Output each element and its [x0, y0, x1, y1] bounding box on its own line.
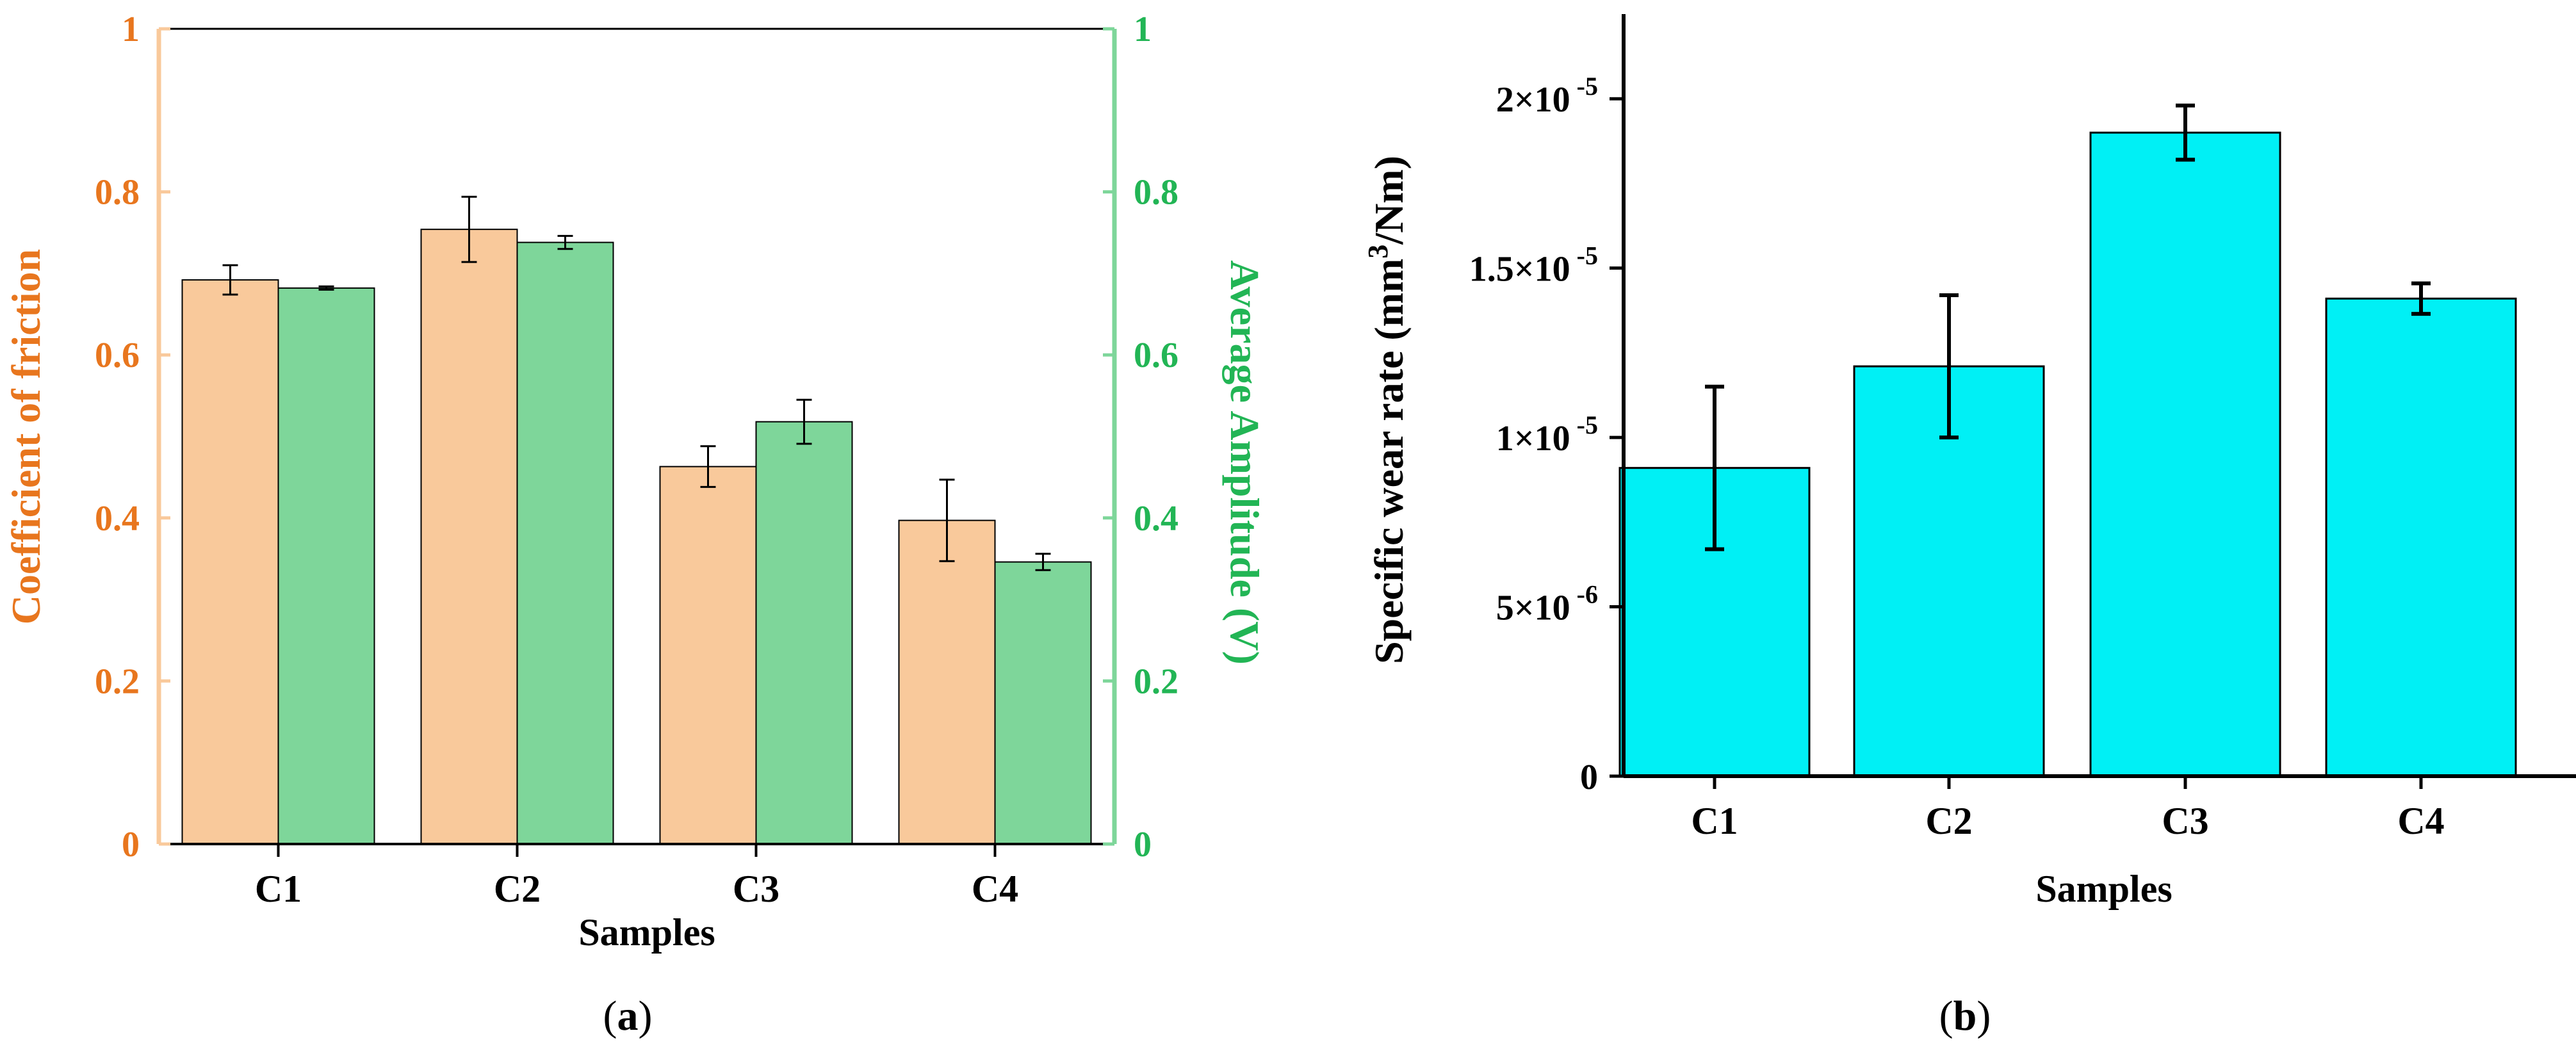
x-axis-ticks: C1 C2 C3 C4	[255, 844, 1018, 910]
left-tick-label-0.6: 0.6	[95, 336, 140, 375]
right-tick-label-0.8: 0.8	[1134, 173, 1178, 213]
right-axis-ticks: 0 0.2 0.4 0.6 0.8 1	[1103, 10, 1178, 865]
wear-rate-bar-C4	[2325, 297, 2517, 777]
wear-rate-bar-C3	[2089, 131, 2281, 777]
right-tick-label-0.4: 0.4	[1134, 499, 1178, 539]
x-tick-label-C4: C4	[972, 868, 1018, 910]
left-axis-title: Coefficient of friction	[3, 249, 49, 624]
b-x-tick-label-C2: C2	[1925, 800, 1972, 842]
x-axis-title: Samples	[578, 911, 715, 954]
x-tick-label-C3: C3	[733, 868, 779, 910]
right-tick-label-1: 1	[1134, 10, 1152, 49]
right-tick-label-0.2: 0.2	[1134, 662, 1178, 701]
right-tick-label-0.6: 0.6	[1134, 336, 1178, 375]
x-tick-label-C2: C2	[494, 868, 541, 910]
panel-a-bars	[181, 195, 1092, 845]
b-y-tick-label: 5×10 -6	[1496, 580, 1598, 628]
b-y-axis-title: Specific wear rate (mm3/Nm)	[1362, 156, 1412, 664]
friction-bar-C2	[420, 229, 518, 845]
left-axis-ticks: 0 0.2 0.4 0.6 0.8 1	[95, 10, 170, 865]
b-x-tick-label-C4: C4	[2397, 800, 2444, 842]
amplitude-bar-C1	[277, 287, 375, 845]
left-tick-label-0: 0	[122, 825, 140, 865]
panel-b-label: (b)	[1939, 993, 1991, 1039]
friction-bar-C1	[181, 279, 279, 845]
friction-bar-C3	[659, 466, 757, 845]
b-y-tick-label: 2×10 -5	[1496, 72, 1598, 120]
b-y-tick-label: 0	[1580, 758, 1598, 797]
panel-a-label: (a)	[603, 993, 653, 1039]
b-x-axis-title: Samples	[2035, 868, 2172, 910]
panel-a-chart: 0 0.2 0.4 0.6 0.8 1 0 0.2 0.4 0.6 0.8 1 C1 C2 C3 C4 C…	[3, 10, 1268, 1039]
b-y-axis-ticks: 0 5×10 -6 1×10 -5 1.5×10 -5 2×10 -5	[1469, 72, 1624, 797]
right-axis-title: Average Amplitude (V)	[1222, 260, 1268, 665]
left-tick-label-1: 1	[122, 10, 140, 49]
left-tick-label-0.8: 0.8	[95, 173, 140, 213]
amplitude-bar-C4	[994, 561, 1092, 845]
friction-bar-C4	[898, 519, 996, 845]
left-tick-label-0.2: 0.2	[95, 662, 140, 701]
b-x-tick-label-C3: C3	[2162, 800, 2208, 842]
amplitude-bar-C3	[755, 421, 853, 845]
panel-b-bars	[1618, 103, 2517, 777]
left-tick-label-0.4: 0.4	[95, 499, 140, 539]
right-tick-label-0: 0	[1134, 825, 1152, 865]
panel-b-chart: 0 5×10 -6 1×10 -5 1.5×10 -5 2×10 -5 C1 C2 C3 C4 Spe…	[1362, 14, 2576, 1039]
x-tick-label-C1: C1	[255, 868, 302, 910]
amplitude-bar-C2	[516, 241, 614, 845]
b-x-axis-ticks: C1 C2 C3 C4	[1691, 776, 2445, 842]
b-x-tick-label-C1: C1	[1691, 800, 1738, 842]
b-y-tick-label: 1×10 -5	[1496, 410, 1598, 459]
b-y-tick-label: 1.5×10 -5	[1469, 241, 1598, 289]
